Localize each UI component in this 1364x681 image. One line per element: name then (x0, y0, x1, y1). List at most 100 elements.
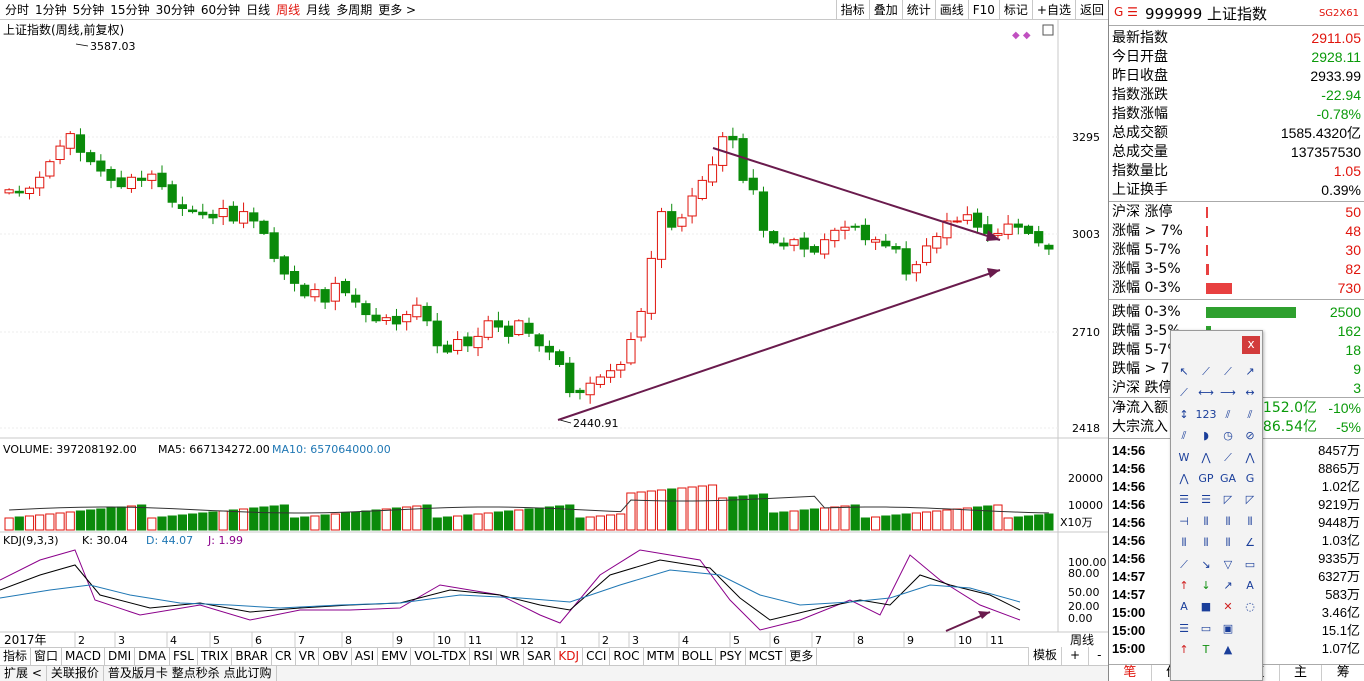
draw-tool-icon[interactable]: ⦀ (1181, 536, 1187, 550)
draw-tool-icon[interactable] (1239, 639, 1261, 660)
draw-tool-icon[interactable]: ⦀ (1203, 514, 1209, 528)
close-button[interactable]: x (1242, 336, 1260, 354)
draw-tool-icon[interactable]: ⦀ (1203, 536, 1209, 550)
indicator-tab[interactable]: OBV (319, 648, 352, 665)
indicator-tab[interactable]: BOLL (679, 648, 717, 665)
tool-button[interactable]: 叠加 (868, 0, 902, 20)
period-tab[interactable]: 更多 > (378, 3, 417, 17)
indicator-tab[interactable]: DMI (105, 648, 136, 665)
settings-dots-icon[interactable]: ◆ ◆ (1012, 30, 1031, 41)
draw-tool-icon[interactable]: ⫽ (1247, 407, 1253, 421)
tool-button[interactable]: 画线 (934, 0, 968, 20)
indicator-tab[interactable]: DMA (135, 648, 170, 665)
period-tab[interactable]: 多周期 (336, 3, 373, 17)
indicator-tab[interactable]: MACD (62, 648, 106, 665)
draw-tool-icon[interactable]: ↑ (1179, 643, 1189, 657)
draw-tool-icon[interactable]: G (1245, 471, 1255, 485)
draw-tool-icon[interactable]: 123 (1195, 407, 1217, 421)
draw-tool-icon[interactable]: ☰ (1179, 493, 1189, 507)
draw-tool-icon[interactable]: ⫽ (1181, 429, 1187, 443)
draw-tool-icon[interactable]: GA (1219, 471, 1237, 485)
draw-tool-icon[interactable]: ⋀ (1245, 450, 1255, 464)
draw-tool-icon[interactable]: ▣ (1222, 621, 1234, 635)
indicator-tab[interactable]: ROC (610, 648, 644, 665)
tool-button[interactable]: 标记 (998, 0, 1032, 20)
indicator-tab[interactable]: CCI (583, 648, 611, 665)
draw-tool-icon[interactable]: ◗ (1203, 429, 1209, 443)
draw-tool-icon[interactable] (1239, 618, 1261, 639)
quote-tab[interactable]: 笔 (1109, 665, 1152, 681)
indicator-tab[interactable]: VR (296, 648, 320, 665)
template-button[interactable]: 模板 (1028, 647, 1061, 665)
draw-tool-icon[interactable]: T (1202, 643, 1210, 657)
period-tab[interactable]: 15分钟 (110, 3, 150, 17)
indicator-tab[interactable]: BRAR (232, 648, 273, 665)
period-tab[interactable]: 分时 (5, 3, 30, 17)
indicator-tab[interactable]: 指标 (0, 648, 32, 665)
draw-tool-icon[interactable]: ⟋ (1224, 365, 1232, 378)
indicator-tab[interactable]: WR (497, 648, 525, 665)
draw-tool-icon[interactable]: ☰ (1179, 621, 1189, 635)
related-quote-button[interactable]: 关联报价 (47, 666, 104, 681)
draw-tool-icon[interactable]: ⦀ (1225, 536, 1231, 550)
indicator-tab[interactable]: VOL-TDX (411, 648, 471, 665)
draw-tool-icon[interactable]: ⋀ (1179, 471, 1189, 485)
indicator-tab[interactable]: CR (272, 648, 296, 665)
expand-button[interactable]: 扩展 < (0, 666, 47, 681)
draw-tool-icon[interactable]: W (1178, 450, 1190, 464)
draw-tool-icon[interactable]: ■ (1200, 600, 1212, 614)
draw-tool-icon[interactable]: ⫽ (1225, 407, 1231, 421)
menu-icon[interactable]: G ☰ (1114, 5, 1138, 19)
kline-chart[interactable]: 上证指数(周线,前复权) 3295 3003 2710 2418 ◆ ◆ 358… (0, 20, 1108, 648)
draw-tool-icon[interactable]: ◷ (1223, 429, 1233, 443)
draw-tool-icon[interactable]: ⟋ (1180, 386, 1188, 400)
window-restore-icon[interactable] (1042, 24, 1054, 36)
draw-tool-icon[interactable]: ▭ (1200, 621, 1212, 635)
draw-tool-icon[interactable]: ⦀ (1247, 514, 1253, 528)
zoom-in-button[interactable]: + (1061, 647, 1088, 665)
draw-tool-icon[interactable]: ⟋ (1202, 365, 1210, 378)
zoom-out-button[interactable]: - (1088, 647, 1109, 665)
draw-tool-icon[interactable]: ↓ (1201, 578, 1211, 592)
draw-tool-icon[interactable]: A (1180, 600, 1188, 614)
draw-tool-icon[interactable]: ✕ (1223, 600, 1233, 614)
period-tab[interactable]: 1分钟 (35, 3, 67, 17)
quote-tab[interactable]: 主 (1280, 665, 1323, 681)
draw-tool-icon[interactable]: ↕ (1179, 407, 1189, 421)
indicator-tab[interactable]: PSY (716, 648, 746, 665)
draw-tool-icon[interactable]: ↗ (1245, 365, 1255, 378)
indicator-tab[interactable]: ASI (352, 648, 379, 665)
indicator-tab[interactable]: RSI (470, 648, 497, 665)
tool-button[interactable]: 指标 (835, 0, 869, 20)
tool-button[interactable]: 返回 (1074, 0, 1108, 20)
draw-tool-icon[interactable]: A (1246, 578, 1254, 592)
draw-tool-icon[interactable]: ↗ (1223, 578, 1233, 592)
draw-tool-icon[interactable]: ◌ (1245, 600, 1255, 614)
tool-button[interactable]: 统计 (901, 0, 935, 20)
tool-button[interactable]: +自选 (1031, 0, 1075, 20)
draw-tool-icon[interactable]: ↔ (1245, 386, 1255, 400)
indicator-tab[interactable]: EMV (378, 648, 412, 665)
draw-tool-icon[interactable]: ⟋ (1180, 557, 1188, 571)
period-tab[interactable]: 30分钟 (155, 3, 195, 17)
period-tab[interactable]: 周线 (276, 3, 301, 17)
period-tab[interactable]: 5分钟 (72, 3, 105, 17)
draw-tool-icon[interactable]: ∠ (1245, 536, 1255, 550)
draw-tool-icon[interactable]: ▽ (1223, 557, 1233, 571)
quote-tab[interactable]: 筹 (1322, 665, 1364, 681)
indicator-tab[interactable]: TRIX (198, 648, 233, 665)
period-tab[interactable]: 日线 (246, 3, 271, 17)
draw-tool-icon[interactable]: ↘ (1201, 557, 1211, 571)
indicator-tab[interactable]: FSL (170, 648, 198, 665)
period-tab[interactable]: 月线 (306, 3, 331, 17)
indicator-tab[interactable]: SAR (524, 648, 556, 665)
indicator-tab[interactable]: 更多 (786, 648, 818, 665)
draw-tool-icon[interactable]: ▭ (1244, 557, 1256, 571)
draw-tool-icon[interactable]: ▲ (1223, 643, 1233, 657)
draw-tool-icon[interactable]: ⋀ (1201, 450, 1211, 464)
draw-tool-icon[interactable]: ↑ (1179, 578, 1189, 592)
indicator-tab[interactable]: KDJ (555, 648, 584, 665)
draw-tool-icon[interactable]: ⦀ (1225, 514, 1231, 528)
draw-tool-icon[interactable]: ⟷ (1198, 386, 1214, 400)
indicator-tab[interactable]: 窗口 (31, 648, 63, 665)
